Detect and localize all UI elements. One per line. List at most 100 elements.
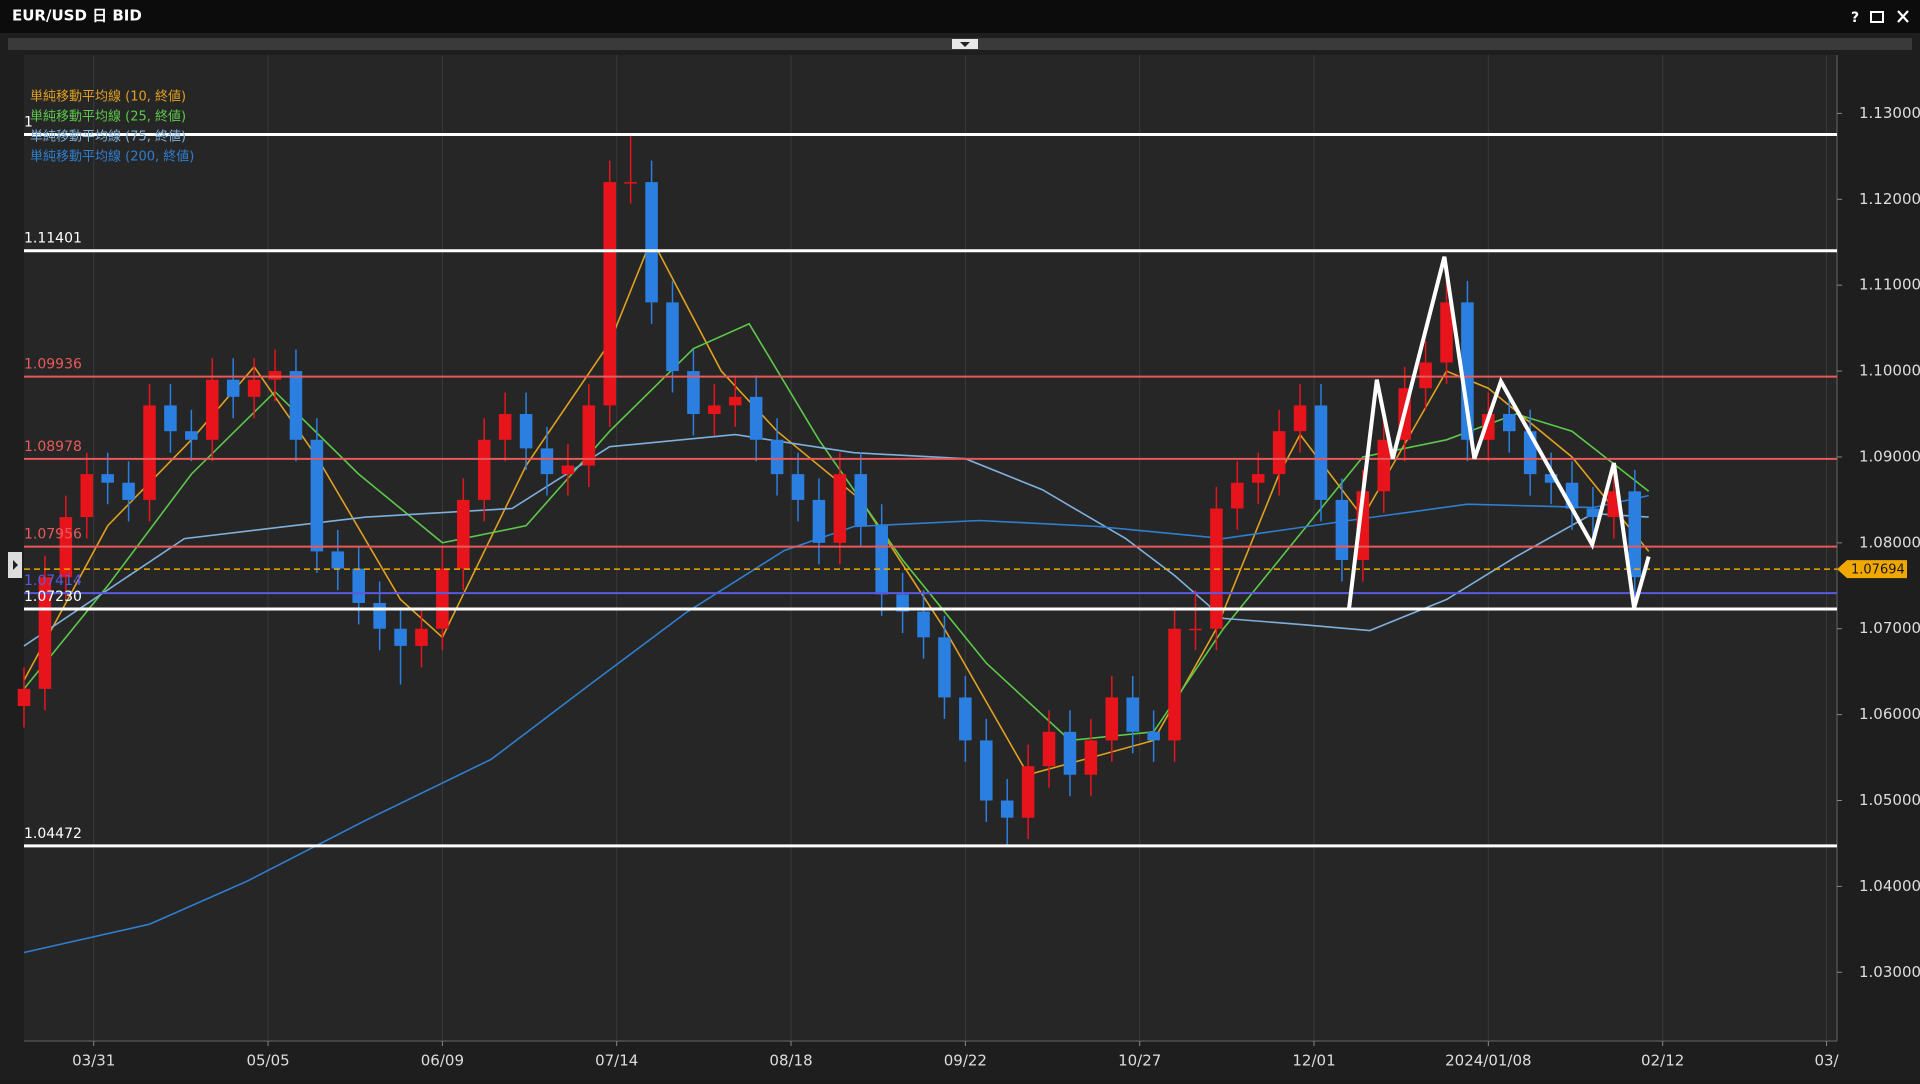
candle-body bbox=[959, 697, 972, 741]
candle-body bbox=[833, 474, 847, 543]
candle-body bbox=[687, 371, 700, 415]
candle-body bbox=[645, 182, 658, 303]
candle-body bbox=[205, 379, 219, 440]
candle-body bbox=[1544, 474, 1558, 483]
collapse-arrow bbox=[960, 42, 970, 47]
level-label: 1.04472 bbox=[24, 826, 82, 842]
candle-body bbox=[122, 482, 135, 500]
legend-entry: 単純移動平均線 (200, 終値) bbox=[30, 149, 194, 165]
y-tick-label: 1.07000 bbox=[1859, 619, 1920, 637]
level-label: 1.09936 bbox=[24, 357, 82, 373]
level-label: 1.07230 bbox=[24, 589, 82, 605]
candle-body bbox=[980, 740, 993, 801]
candle-body bbox=[624, 182, 637, 184]
x-tick-label: 02/12 bbox=[1641, 1052, 1684, 1070]
x-tick-label: 12/01 bbox=[1292, 1052, 1335, 1070]
candle-body bbox=[603, 182, 617, 406]
candle-body bbox=[164, 405, 177, 432]
candle-body bbox=[561, 465, 575, 475]
close-button[interactable] bbox=[1897, 10, 1909, 23]
y-tick-label: 1.05000 bbox=[1859, 791, 1920, 809]
y-tick-label: 1.08000 bbox=[1859, 533, 1920, 551]
candle-body bbox=[708, 405, 721, 415]
candle-body bbox=[1063, 731, 1077, 775]
candle-body bbox=[143, 405, 156, 500]
candle-body bbox=[331, 551, 345, 569]
level-label: 1.11401 bbox=[24, 231, 82, 247]
candle-body bbox=[1000, 800, 1014, 818]
level-label: 1.08978 bbox=[24, 439, 82, 455]
candle-body bbox=[185, 431, 198, 440]
side-handle-arrow bbox=[13, 560, 18, 570]
x-tick-label: 03/ bbox=[1814, 1052, 1839, 1070]
candle-body bbox=[791, 474, 805, 500]
x-tick-label: 06/09 bbox=[421, 1052, 464, 1070]
pattern-line bbox=[1346, 256, 1651, 611]
legend-entry: 単純移動平均線 (75, 終値) bbox=[30, 129, 186, 145]
candle-body bbox=[352, 568, 365, 603]
candle-body bbox=[1419, 362, 1432, 389]
candle-body bbox=[1105, 697, 1119, 741]
candle-body bbox=[247, 379, 261, 397]
candle-body bbox=[1168, 628, 1181, 741]
candle-body bbox=[477, 439, 491, 500]
candle-body bbox=[415, 628, 428, 646]
candle-body bbox=[38, 577, 52, 689]
x-tick-label: 09/22 bbox=[944, 1052, 987, 1070]
x-tick-label: 08/18 bbox=[769, 1052, 812, 1070]
maximize-button[interactable] bbox=[1870, 11, 1884, 23]
y-tick-label: 1.13000 bbox=[1859, 104, 1920, 122]
y-tick-label: 1.06000 bbox=[1859, 705, 1920, 723]
candle-body bbox=[666, 302, 679, 372]
candle-body bbox=[310, 439, 324, 552]
candle-body bbox=[812, 499, 826, 543]
candle-body bbox=[1272, 431, 1286, 475]
candle-body bbox=[1377, 439, 1391, 492]
candle-body bbox=[1314, 405, 1328, 500]
candle-body bbox=[875, 525, 888, 595]
candle-body bbox=[582, 405, 596, 466]
legend-entry: 単純移動平均線 (10, 終値) bbox=[30, 89, 186, 105]
x-tick-label: 05/05 bbox=[246, 1052, 289, 1070]
y-tick-label: 1.04000 bbox=[1859, 877, 1920, 895]
candle-body bbox=[289, 371, 303, 440]
candle-body bbox=[17, 688, 31, 707]
level-label: 1.07414 bbox=[24, 573, 82, 589]
candle-body bbox=[101, 474, 114, 483]
y-tick-label: 1.09000 bbox=[1859, 447, 1920, 465]
x-tick-label: 2024/01/08 bbox=[1445, 1052, 1531, 1070]
candle-body bbox=[436, 568, 449, 629]
x-tick-label: 10/27 bbox=[1118, 1052, 1161, 1070]
candle-body bbox=[728, 396, 742, 406]
help-button[interactable]: ? bbox=[1851, 10, 1859, 26]
x-tick-label: 07/14 bbox=[595, 1052, 638, 1070]
candle-body bbox=[749, 396, 763, 440]
last-price-tag bbox=[1837, 560, 1907, 579]
candle-body bbox=[1628, 491, 1642, 578]
candle-body bbox=[1189, 628, 1202, 631]
candle-body bbox=[938, 637, 951, 698]
candle-body bbox=[519, 414, 533, 449]
candle-body bbox=[1461, 302, 1474, 440]
candle-body bbox=[268, 371, 282, 380]
y-tick-label: 1.10000 bbox=[1859, 362, 1920, 380]
plot-area bbox=[24, 55, 1837, 1041]
candle-body bbox=[457, 499, 470, 569]
candle-body bbox=[394, 628, 407, 646]
candle-body bbox=[373, 602, 386, 629]
candle-body bbox=[80, 474, 94, 518]
y-tick-label: 1.12000 bbox=[1859, 190, 1920, 208]
candle-body bbox=[896, 594, 909, 612]
candle-body bbox=[1440, 302, 1453, 363]
candle-body bbox=[1586, 508, 1600, 518]
candle-body bbox=[1251, 474, 1265, 483]
candle-body bbox=[498, 414, 512, 440]
candle-body bbox=[1021, 766, 1035, 818]
candle-body bbox=[770, 439, 784, 475]
x-tick-label: 03/31 bbox=[72, 1052, 115, 1070]
candle-body bbox=[1502, 414, 1516, 432]
legend-entry: 単純移動平均線 (25, 終値) bbox=[30, 109, 186, 125]
level-label: 1.07956 bbox=[24, 527, 82, 543]
